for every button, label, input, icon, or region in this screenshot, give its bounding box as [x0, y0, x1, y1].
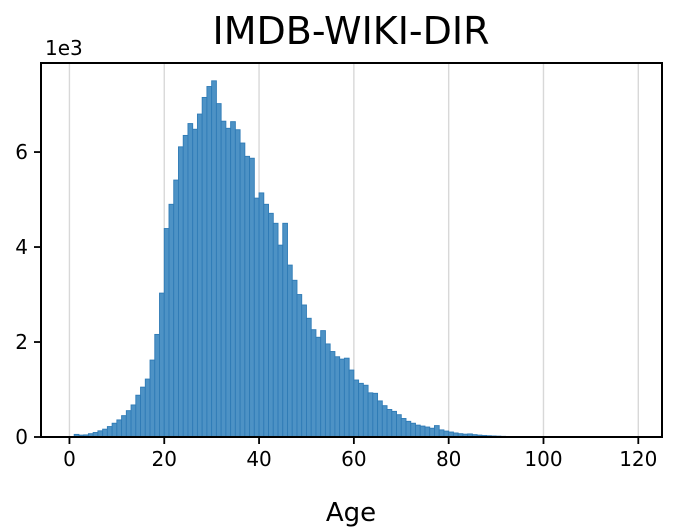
bars-layer	[68, 80, 544, 438]
histogram-bar	[239, 142, 246, 438]
histogram-bar	[182, 134, 189, 438]
histogram-bar	[324, 343, 331, 438]
tick-labels-layer: 0 20 40 60 80 100 120 0 2 4 6	[15, 140, 657, 471]
histogram-bar	[348, 369, 355, 438]
histogram-bar	[438, 429, 445, 438]
histogram-bar	[296, 294, 303, 438]
histogram-bar	[405, 420, 412, 438]
histogram-bar	[234, 129, 241, 438]
histogram-bar	[415, 424, 421, 438]
histogram-bar	[372, 392, 379, 438]
histogram-bar	[362, 384, 369, 438]
histogram-bar	[334, 356, 341, 438]
histogram-bar	[424, 426, 431, 438]
y-axis-offset-text: 1e3	[45, 36, 83, 60]
histogram-bar	[434, 425, 440, 438]
x-tick-label: 20	[152, 447, 177, 471]
histogram-bar	[211, 80, 217, 438]
x-tick-label: 80	[436, 447, 461, 471]
histogram-bar	[291, 279, 298, 438]
histogram-bar	[272, 222, 279, 438]
histogram-bar	[353, 379, 360, 438]
y-tick-label: 6	[15, 140, 28, 164]
histogram-bar	[230, 121, 236, 438]
histogram-bar	[282, 222, 288, 438]
histogram-bar	[253, 197, 260, 438]
chart-title: IMDB-WIKI-DIR	[213, 9, 490, 53]
histogram-bar	[196, 113, 203, 438]
histogram-bar	[310, 329, 317, 438]
histogram-bar	[215, 103, 222, 438]
histogram-bar	[339, 358, 345, 438]
y-tick-label: 2	[15, 330, 28, 354]
histogram-bar	[400, 418, 407, 438]
histogram-bar	[106, 426, 113, 438]
histogram-bar	[144, 378, 151, 438]
histogram-bar	[140, 386, 146, 438]
histogram-bar	[249, 157, 255, 438]
histogram-bar	[173, 179, 179, 438]
histogram-bar	[244, 155, 251, 438]
histogram-bar	[206, 86, 213, 438]
histogram-bar	[367, 392, 374, 438]
histogram-bar	[154, 333, 160, 438]
histogram-bar	[258, 192, 265, 438]
histogram-bar	[168, 203, 175, 438]
histogram-bar	[419, 425, 426, 438]
histogram-bar	[268, 212, 274, 438]
histogram-bar	[121, 415, 127, 438]
histogram-bar	[201, 96, 208, 438]
histogram-bar	[125, 410, 132, 438]
histogram-bar	[135, 394, 141, 438]
x-tick-label: 120	[619, 447, 657, 471]
histogram-bar	[391, 410, 397, 438]
histogram-bar	[287, 264, 293, 438]
histogram-bar	[187, 123, 194, 438]
histogram-bar	[358, 382, 364, 438]
histogram-bar	[429, 427, 435, 438]
histogram-bar	[220, 120, 227, 438]
histogram-bar	[396, 414, 402, 438]
histogram-bar	[149, 359, 156, 438]
histogram-bar	[163, 228, 170, 438]
histogram-bar	[116, 419, 123, 438]
histogram-bar	[329, 351, 336, 438]
histogram-bar	[102, 428, 108, 438]
histogram-bar	[159, 292, 165, 438]
histogram-bar	[301, 304, 307, 438]
histogram-bar	[410, 422, 416, 438]
histogram-bar	[377, 400, 383, 438]
histogram-bar	[320, 330, 326, 438]
axes-layer	[34, 62, 663, 444]
y-tick-label: 0	[15, 425, 28, 449]
x-axis-label: Age	[326, 498, 376, 528]
histogram-bar	[111, 422, 118, 438]
x-tick-label: 0	[63, 447, 76, 471]
x-tick-label: 100	[524, 447, 562, 471]
histogram-bar	[225, 127, 232, 438]
histogram-bar	[315, 336, 322, 438]
histogram-bar	[192, 128, 198, 438]
histogram-bar	[386, 409, 393, 438]
histogram-bar	[381, 405, 388, 438]
histogram-bar	[343, 357, 350, 438]
histogram-bar	[277, 244, 284, 438]
y-tick-label: 4	[15, 235, 28, 259]
plot-border	[40, 62, 663, 438]
histogram-bar	[306, 317, 312, 438]
histogram-bar	[263, 203, 269, 438]
histogram-bar	[130, 404, 137, 438]
histogram-bar	[178, 146, 184, 438]
x-tick-label: 60	[341, 447, 366, 471]
x-tick-label: 40	[246, 447, 271, 471]
